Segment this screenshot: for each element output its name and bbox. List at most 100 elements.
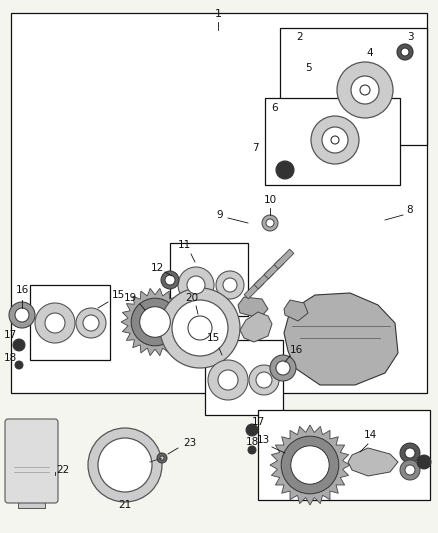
Bar — [265, 98, 400, 185]
Circle shape — [322, 127, 348, 153]
Text: 17: 17 — [4, 330, 17, 340]
Text: 13: 13 — [256, 435, 270, 445]
Circle shape — [355, 80, 375, 100]
Bar — [14, 457, 49, 485]
Bar — [254, 269, 274, 289]
Circle shape — [157, 453, 167, 463]
Circle shape — [178, 267, 214, 303]
Circle shape — [311, 116, 359, 164]
Text: 8: 8 — [407, 205, 413, 215]
Bar — [18, 498, 45, 508]
Bar — [264, 259, 284, 279]
Text: 18: 18 — [245, 437, 258, 447]
Text: 9: 9 — [217, 210, 223, 220]
Bar — [11, 13, 427, 393]
Circle shape — [208, 360, 248, 400]
Text: 12: 12 — [150, 263, 164, 273]
Circle shape — [15, 308, 29, 322]
Polygon shape — [284, 300, 308, 321]
Text: 11: 11 — [177, 240, 191, 250]
Circle shape — [360, 85, 370, 95]
Bar — [244, 279, 264, 299]
Circle shape — [270, 355, 296, 381]
Circle shape — [276, 161, 294, 179]
Circle shape — [291, 446, 329, 484]
Text: 17: 17 — [251, 417, 265, 427]
Circle shape — [400, 443, 420, 463]
Circle shape — [256, 372, 272, 388]
Text: 21: 21 — [118, 500, 132, 510]
Circle shape — [246, 424, 258, 436]
Circle shape — [337, 62, 393, 118]
Polygon shape — [238, 297, 268, 318]
Text: 1: 1 — [215, 9, 222, 19]
Text: 18: 18 — [4, 353, 17, 363]
Text: 3: 3 — [407, 32, 413, 42]
Circle shape — [35, 303, 75, 343]
Text: 22: 22 — [56, 465, 69, 475]
Text: 15: 15 — [111, 290, 125, 300]
Circle shape — [218, 370, 238, 390]
Circle shape — [172, 300, 228, 356]
Text: 4: 4 — [367, 48, 373, 58]
Circle shape — [276, 361, 290, 375]
Polygon shape — [240, 312, 272, 342]
Text: 10: 10 — [263, 195, 276, 205]
Circle shape — [326, 131, 344, 149]
Circle shape — [165, 275, 175, 285]
Bar — [205, 340, 283, 415]
Circle shape — [187, 276, 205, 294]
Circle shape — [351, 76, 379, 104]
Text: 6: 6 — [272, 103, 278, 113]
Polygon shape — [348, 448, 398, 476]
Circle shape — [397, 44, 413, 60]
Circle shape — [15, 361, 23, 369]
Circle shape — [160, 456, 164, 460]
Bar — [170, 243, 248, 316]
Circle shape — [140, 306, 170, 337]
Circle shape — [216, 271, 244, 299]
Circle shape — [223, 278, 237, 292]
Text: 5: 5 — [305, 63, 311, 73]
Circle shape — [405, 465, 415, 475]
Polygon shape — [284, 293, 398, 385]
Circle shape — [76, 308, 106, 338]
Circle shape — [266, 219, 274, 227]
Polygon shape — [270, 425, 350, 505]
Circle shape — [249, 365, 279, 395]
Text: 7: 7 — [252, 143, 258, 153]
Text: 14: 14 — [364, 430, 377, 440]
Text: 2: 2 — [297, 32, 303, 42]
Circle shape — [160, 288, 240, 368]
Circle shape — [98, 438, 152, 492]
Bar — [258, 410, 430, 500]
Circle shape — [405, 448, 415, 458]
Circle shape — [178, 306, 222, 350]
Circle shape — [88, 428, 162, 502]
FancyBboxPatch shape — [5, 419, 58, 503]
Bar — [274, 249, 294, 269]
Text: 15: 15 — [206, 333, 219, 343]
Circle shape — [188, 316, 212, 340]
Circle shape — [131, 298, 179, 346]
Circle shape — [417, 455, 431, 469]
Text: 19: 19 — [124, 293, 137, 303]
Text: 16: 16 — [290, 345, 303, 355]
Bar — [30, 285, 110, 360]
Circle shape — [331, 136, 339, 144]
Circle shape — [45, 313, 65, 333]
Text: 23: 23 — [184, 438, 197, 448]
Circle shape — [161, 271, 179, 289]
Circle shape — [262, 215, 278, 231]
Circle shape — [281, 436, 339, 494]
Circle shape — [401, 48, 409, 56]
Text: 20: 20 — [185, 293, 198, 303]
Circle shape — [248, 446, 256, 454]
Bar — [280, 28, 427, 145]
Polygon shape — [121, 288, 189, 356]
Circle shape — [83, 315, 99, 331]
Circle shape — [13, 339, 25, 351]
Circle shape — [400, 460, 420, 480]
Text: 16: 16 — [15, 285, 28, 295]
Circle shape — [9, 302, 35, 328]
